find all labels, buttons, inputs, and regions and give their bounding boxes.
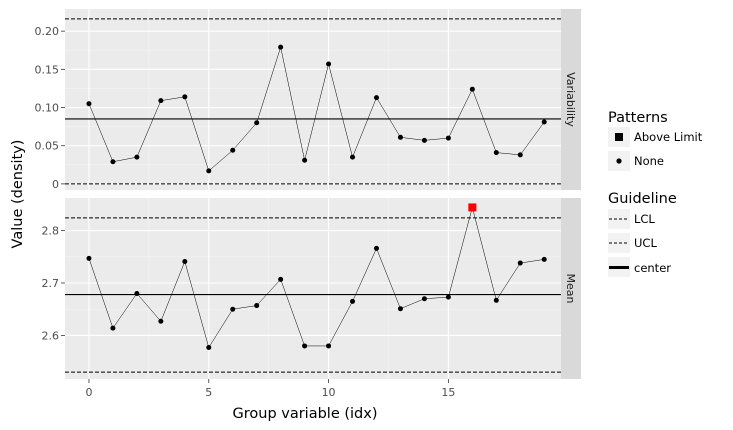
- y-tick-label: 0.10: [35, 102, 60, 115]
- y-tick-label: 0.15: [35, 63, 60, 76]
- legend-label-ucl: UCL: [634, 236, 657, 250]
- data-point: [278, 276, 284, 282]
- data-point: [421, 296, 427, 302]
- data-point: [182, 258, 188, 264]
- y-ticks-mean: 2.6 2.7 2.8: [42, 225, 65, 342]
- data-point: [445, 135, 451, 141]
- panel-background-variability: [65, 9, 561, 190]
- panel-background-mean: [65, 198, 561, 379]
- data-point: [350, 298, 356, 304]
- y-tick-label: 0: [52, 178, 59, 191]
- data-point: [517, 152, 523, 158]
- data-point: [206, 168, 212, 174]
- data-point: [86, 101, 92, 107]
- strip-label-mean: Mean: [564, 274, 577, 304]
- data-point: [373, 95, 379, 101]
- y-axis-title: Value (density): [10, 140, 26, 249]
- data-point: [254, 120, 260, 126]
- x-axis-ticks: 0 5 10 15: [85, 379, 455, 399]
- data-point: [421, 137, 427, 143]
- data-point: [254, 303, 260, 309]
- data-point: [326, 61, 332, 67]
- y-tick-label: 2.7: [42, 277, 60, 290]
- facet-variability: 0 0.05 0.10 0.15 0.20 Variability: [35, 9, 581, 191]
- x-tick-label: 0: [85, 386, 92, 399]
- data-point: [134, 290, 140, 296]
- data-point: [397, 134, 403, 140]
- x-axis-title: Group variable (idx): [233, 406, 378, 422]
- data-point: [206, 345, 212, 351]
- data-point: [230, 147, 236, 153]
- legend-label-none: None: [634, 154, 664, 168]
- data-point: [158, 98, 164, 104]
- gridlines-mean: [65, 198, 561, 379]
- legend-dot-none-icon: [616, 158, 622, 164]
- series-variability: [86, 44, 547, 174]
- data-point: [302, 157, 308, 163]
- y-ticks-variability: 0 0.05 0.10 0.15 0.20: [35, 25, 65, 191]
- data-point: [326, 343, 332, 349]
- data-point: [230, 306, 236, 312]
- y-tick-label: 0.05: [35, 140, 60, 153]
- guidelines-mean: [65, 217, 561, 373]
- legend-title-guideline: Guideline: [608, 191, 677, 207]
- data-point: [182, 94, 188, 100]
- legend-label-lcl: LCL: [634, 212, 655, 226]
- gridlines-variability: [65, 9, 561, 190]
- strip-label-variability: Variability: [564, 72, 577, 127]
- legend-label-center: center: [634, 261, 671, 275]
- data-point: [86, 255, 92, 261]
- y-tick-label: 0.20: [35, 25, 60, 38]
- x-tick-label: 5: [205, 386, 212, 399]
- data-point: [445, 294, 451, 300]
- data-point: [302, 343, 308, 349]
- data-point: [541, 119, 547, 125]
- legend: Patterns Above Limit None Guideline LCL …: [608, 110, 703, 277]
- series-line: [88, 46, 545, 172]
- data-point: [110, 159, 116, 165]
- data-point: [469, 86, 475, 92]
- legend-title-patterns: Patterns: [608, 110, 668, 126]
- data-point: [350, 154, 356, 160]
- data-point: [373, 245, 379, 251]
- data-point: [493, 150, 499, 156]
- data-point: [493, 297, 499, 303]
- y-tick-label: 2.6: [42, 329, 60, 342]
- data-point: [278, 44, 284, 50]
- series-line: [88, 206, 545, 349]
- series-mean: [86, 203, 547, 351]
- legend-label-above-limit: Above Limit: [634, 130, 703, 144]
- guidelines-variability: [65, 18, 561, 185]
- data-point: [158, 318, 164, 324]
- y-tick-label: 2.8: [42, 225, 60, 238]
- data-point-above-limit: [468, 203, 477, 212]
- data-point: [134, 154, 140, 160]
- legend-square-above-limit-icon: [615, 133, 623, 141]
- strip-background-variability: [561, 9, 581, 190]
- data-point: [397, 306, 403, 312]
- x-tick-label: 10: [322, 386, 336, 399]
- x-tick-label: 15: [441, 386, 455, 399]
- facet-mean: 2.6 2.7 2.8 Mean: [42, 198, 581, 379]
- data-point: [517, 260, 523, 266]
- data-point: [541, 256, 547, 262]
- data-point: [110, 325, 116, 331]
- strip-background-mean: [561, 198, 581, 379]
